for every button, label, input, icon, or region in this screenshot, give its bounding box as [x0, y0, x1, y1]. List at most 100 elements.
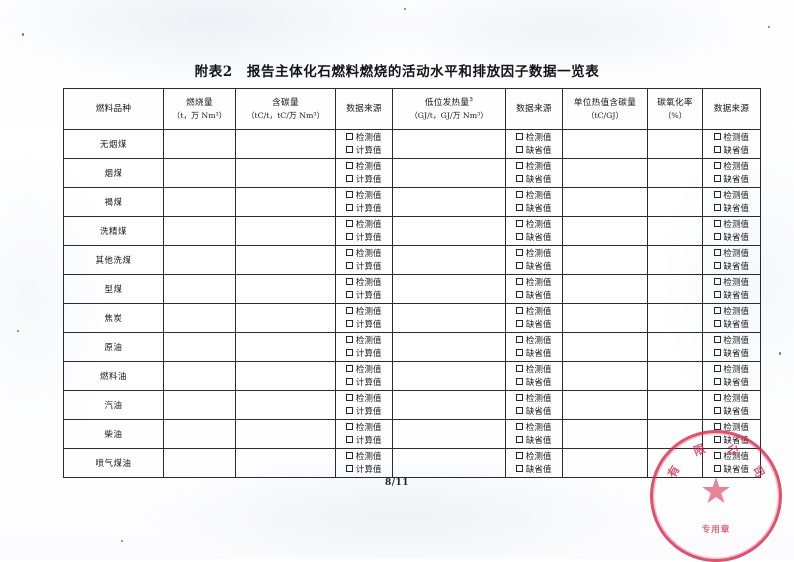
- lower-heating-value-input[interactable]: [392, 361, 506, 391]
- data-source-cell-3[interactable]: 检测值 缺省值: [702, 419, 761, 449]
- checkbox-icon[interactable]: [346, 407, 354, 414]
- checkbox-icon[interactable]: [713, 306, 721, 314]
- checkbox-option[interactable]: 检测值: [506, 421, 562, 434]
- carbon-per-heat-input[interactable]: [562, 332, 648, 362]
- checkbox-option[interactable]: 缺省值: [703, 463, 760, 476]
- data-source-cell-3[interactable]: 检测值 缺省值: [702, 361, 761, 391]
- carbon-per-heat-input[interactable]: [562, 158, 648, 188]
- lower-heating-value-input[interactable]: [392, 448, 506, 478]
- combustion-amount-input[interactable]: [163, 187, 236, 217]
- checkbox-icon[interactable]: [516, 451, 524, 459]
- lower-heating-value-input[interactable]: [392, 274, 506, 304]
- checkbox-option[interactable]: 缺省值: [703, 405, 760, 418]
- checkbox-icon[interactable]: [713, 204, 721, 211]
- data-source-cell-3[interactable]: 检测值 缺省值: [702, 274, 761, 304]
- checkbox-icon[interactable]: [346, 175, 354, 182]
- combustion-amount-input[interactable]: [163, 361, 236, 391]
- data-source-cell-1[interactable]: 检测值 计算值: [335, 361, 393, 391]
- oxidation-rate-input[interactable]: [647, 303, 703, 333]
- checkbox-option[interactable]: 检测值: [336, 131, 392, 144]
- checkbox-icon[interactable]: [346, 161, 354, 169]
- carbon-content-input[interactable]: [235, 303, 336, 333]
- checkbox-icon[interactable]: [346, 204, 354, 211]
- data-source-cell-2[interactable]: 检测值 缺省值: [505, 332, 563, 362]
- carbon-content-input[interactable]: [235, 129, 336, 159]
- checkbox-option[interactable]: 检测值: [336, 218, 392, 231]
- checkbox-icon[interactable]: [713, 378, 721, 385]
- checkbox-option[interactable]: 检测值: [336, 276, 392, 289]
- checkbox-option[interactable]: 检测值: [336, 450, 392, 463]
- data-source-cell-3[interactable]: 检测值 缺省值: [702, 187, 761, 217]
- checkbox-option[interactable]: 计算值: [336, 434, 392, 447]
- checkbox-icon[interactable]: [516, 190, 524, 198]
- lower-heating-value-input[interactable]: [392, 245, 506, 275]
- checkbox-icon[interactable]: [346, 291, 354, 298]
- data-source-cell-1[interactable]: 检测值 计算值: [335, 274, 393, 304]
- checkbox-option[interactable]: 检测值: [506, 392, 562, 405]
- checkbox-icon[interactable]: [516, 248, 524, 256]
- data-source-cell-3[interactable]: 检测值 缺省值: [702, 158, 761, 188]
- checkbox-icon[interactable]: [713, 291, 721, 298]
- checkbox-option[interactable]: 缺省值: [703, 376, 760, 389]
- carbon-per-heat-input[interactable]: [562, 187, 648, 217]
- checkbox-option[interactable]: 缺省值: [703, 173, 760, 186]
- checkbox-icon[interactable]: [346, 132, 354, 140]
- checkbox-option[interactable]: 检测值: [506, 189, 562, 202]
- checkbox-option[interactable]: 计算值: [336, 376, 392, 389]
- checkbox-icon[interactable]: [516, 262, 524, 269]
- checkbox-icon[interactable]: [346, 190, 354, 198]
- carbon-per-heat-input[interactable]: [562, 274, 648, 304]
- checkbox-option[interactable]: 缺省值: [703, 347, 760, 360]
- data-source-cell-1[interactable]: 检测值 计算值: [335, 448, 393, 478]
- checkbox-option[interactable]: 缺省值: [703, 231, 760, 244]
- data-source-cell-1[interactable]: 检测值 计算值: [335, 158, 393, 188]
- checkbox-icon[interactable]: [713, 132, 721, 140]
- checkbox-option[interactable]: 缺省值: [703, 289, 760, 302]
- checkbox-option[interactable]: 检测值: [703, 218, 760, 231]
- checkbox-option[interactable]: 计算值: [336, 202, 392, 215]
- data-source-cell-3[interactable]: 检测值 缺省值: [702, 216, 761, 246]
- checkbox-icon[interactable]: [516, 161, 524, 169]
- oxidation-rate-input[interactable]: [647, 332, 703, 362]
- checkbox-icon[interactable]: [516, 422, 524, 430]
- lower-heating-value-input[interactable]: [392, 158, 506, 188]
- lower-heating-value-input[interactable]: [392, 419, 506, 449]
- checkbox-option[interactable]: 检测值: [703, 247, 760, 260]
- carbon-content-input[interactable]: [235, 332, 336, 362]
- oxidation-rate-input[interactable]: [647, 419, 703, 449]
- data-source-cell-2[interactable]: 检测值 缺省值: [505, 129, 563, 159]
- data-source-cell-2[interactable]: 检测值 缺省值: [505, 187, 563, 217]
- checkbox-icon[interactable]: [713, 407, 721, 414]
- checkbox-icon[interactable]: [346, 320, 354, 327]
- carbon-content-input[interactable]: [235, 390, 336, 420]
- checkbox-icon[interactable]: [713, 335, 721, 343]
- combustion-amount-input[interactable]: [163, 448, 236, 478]
- carbon-per-heat-input[interactable]: [562, 390, 648, 420]
- data-source-cell-3[interactable]: 检测值 缺省值: [702, 332, 761, 362]
- checkbox-icon[interactable]: [346, 436, 354, 443]
- checkbox-icon[interactable]: [713, 190, 721, 198]
- checkbox-option[interactable]: 检测值: [506, 131, 562, 144]
- checkbox-option[interactable]: 缺省值: [506, 318, 562, 331]
- checkbox-icon[interactable]: [346, 451, 354, 459]
- checkbox-option[interactable]: 缺省值: [703, 318, 760, 331]
- checkbox-option[interactable]: 计算值: [336, 144, 392, 157]
- checkbox-icon[interactable]: [516, 291, 524, 298]
- checkbox-option[interactable]: 检测值: [506, 305, 562, 318]
- carbon-per-heat-input[interactable]: [562, 129, 648, 159]
- checkbox-option[interactable]: 缺省值: [703, 144, 760, 157]
- combustion-amount-input[interactable]: [163, 303, 236, 333]
- lower-heating-value-input[interactable]: [392, 332, 506, 362]
- oxidation-rate-input[interactable]: [647, 245, 703, 275]
- oxidation-rate-input[interactable]: [647, 361, 703, 391]
- checkbox-icon[interactable]: [713, 161, 721, 169]
- checkbox-icon[interactable]: [516, 175, 524, 182]
- checkbox-option[interactable]: 检测值: [506, 363, 562, 376]
- checkbox-icon[interactable]: [346, 393, 354, 401]
- combustion-amount-input[interactable]: [163, 129, 236, 159]
- checkbox-icon[interactable]: [516, 407, 524, 414]
- checkbox-icon[interactable]: [516, 335, 524, 343]
- data-source-cell-1[interactable]: 检测值 计算值: [335, 245, 393, 275]
- oxidation-rate-input[interactable]: [647, 390, 703, 420]
- oxidation-rate-input[interactable]: [647, 158, 703, 188]
